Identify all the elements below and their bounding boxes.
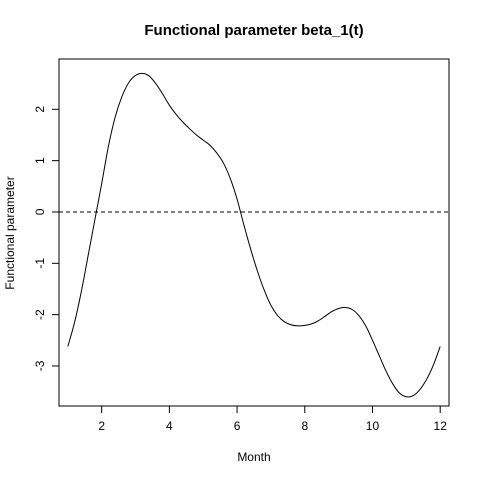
y-tick-label: -1: [33, 258, 47, 269]
x-tick-label: 8: [301, 419, 308, 433]
x-tick-label: 10: [366, 419, 380, 433]
plot-frame: [58, 58, 450, 407]
x-tick-label: 2: [98, 419, 105, 433]
x-axis-label: Month: [237, 450, 270, 464]
chart-title: Functional parameter beta_1(t): [144, 22, 363, 39]
x-tick-label: 12: [434, 419, 448, 433]
x-axis: 2 4 6 8 10 12: [98, 405, 448, 433]
y-tick-label: 1: [33, 157, 47, 164]
x-tick-label: 6: [234, 419, 241, 433]
y-tick-label: 0: [33, 208, 47, 215]
y-axis: -3 -2 -1 0 1 2: [33, 106, 60, 371]
series-line-beta-1: [67, 72, 441, 398]
y-tick-label: -3: [33, 360, 47, 371]
x-tick-label: 4: [166, 419, 173, 433]
y-tick-label: -2: [33, 309, 47, 320]
y-axis-label: Functional parameter: [3, 176, 17, 289]
y-tick-label: 2: [33, 106, 47, 113]
